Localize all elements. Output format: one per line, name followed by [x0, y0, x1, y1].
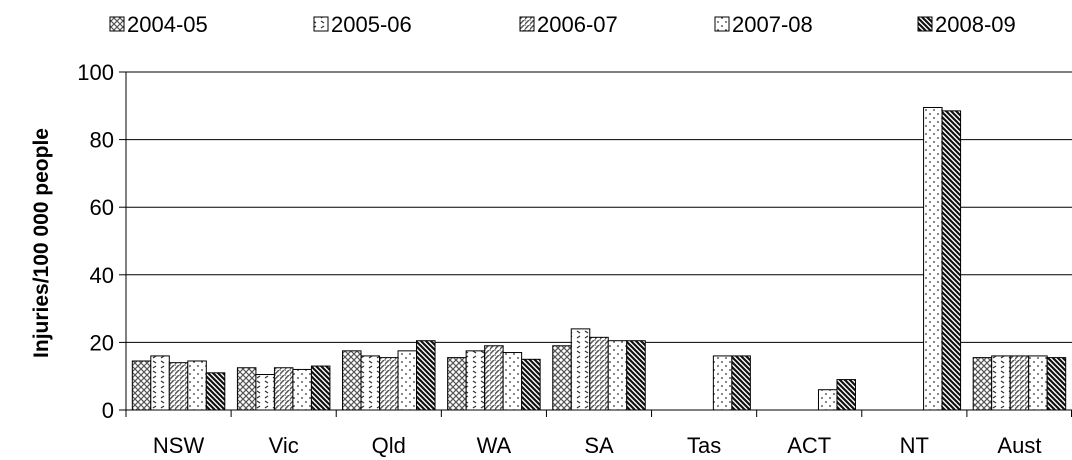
x-tick-label: Qld — [372, 433, 406, 458]
legend-swatch — [109, 16, 125, 32]
bar — [187, 360, 207, 411]
x-tick-label: Vic — [269, 433, 299, 458]
x-tick-label: ACT — [787, 433, 831, 458]
legend-item: 2005-06 — [313, 12, 412, 37]
bar — [991, 355, 1011, 411]
bar — [570, 328, 591, 411]
bar — [1028, 355, 1048, 411]
legend-label: 2008-09 — [935, 12, 1016, 37]
bar — [1009, 355, 1030, 411]
bar — [447, 357, 467, 411]
legend: 2004-05 2005-06 2006-07 2007-08 2008-09 — [109, 12, 1016, 37]
y-tick-label: 40 — [90, 263, 114, 288]
y-tick-label: 0 — [102, 398, 114, 423]
y-axis-label: Injuries/100 000 people — [30, 128, 53, 358]
bar — [360, 355, 381, 411]
legend-swatch — [313, 16, 329, 32]
bar — [255, 374, 275, 411]
legend-label: 2004-05 — [127, 12, 208, 37]
legend-label: 2005-06 — [331, 12, 412, 37]
bar — [342, 350, 362, 411]
x-tick-label: SA — [584, 433, 614, 458]
bar — [1046, 357, 1067, 411]
bar — [607, 340, 628, 411]
x-axis-ticks: NSW Vic Qld WA SA Tas ACT NT Aust — [125, 410, 1072, 458]
x-tick-label: Aust — [997, 433, 1041, 458]
x-tick-label: Tas — [687, 433, 721, 458]
legend-item: 2006-07 — [519, 12, 618, 37]
bar — [416, 340, 436, 411]
bar — [502, 352, 523, 411]
bar — [731, 355, 751, 411]
legend-item: 2004-05 — [109, 12, 208, 37]
bar — [465, 350, 486, 411]
bar — [923, 106, 943, 411]
bar — [131, 360, 152, 411]
bar — [310, 365, 331, 411]
axes — [125, 72, 1072, 411]
y-tick-label: 80 — [90, 128, 114, 153]
bar — [836, 379, 856, 411]
bar — [972, 357, 993, 411]
legend-item: 2007-08 — [714, 12, 813, 37]
legend-item: 2008-09 — [917, 12, 1016, 37]
bar — [150, 355, 170, 411]
bar — [626, 340, 646, 411]
bars — [131, 106, 1067, 411]
bar — [589, 336, 609, 411]
bar — [168, 362, 189, 411]
bar — [236, 367, 257, 411]
bar — [484, 345, 504, 411]
y-tick-label: 100 — [77, 60, 114, 85]
y-tick-label: 20 — [90, 330, 114, 355]
y-tick-label: 60 — [90, 195, 114, 220]
bar — [552, 345, 572, 411]
x-tick-label: NT — [900, 433, 929, 458]
gridlines — [126, 71, 1072, 343]
bar — [712, 355, 733, 411]
legend-swatch — [519, 16, 535, 32]
bar — [521, 358, 541, 411]
x-tick-label: NSW — [153, 433, 205, 458]
legend-swatch — [917, 16, 933, 32]
legend-label: 2007-08 — [732, 12, 813, 37]
bar — [292, 368, 312, 411]
bar — [379, 357, 399, 411]
bar — [273, 367, 294, 411]
legend-label: 2006-07 — [537, 12, 618, 37]
bar — [397, 350, 418, 411]
legend-swatch — [714, 16, 730, 32]
bar — [817, 389, 838, 411]
bar — [205, 372, 226, 411]
bar — [941, 110, 962, 411]
y-axis-ticks: 0 20 40 60 80 100 — [77, 60, 126, 423]
x-tick-label: WA — [477, 433, 512, 458]
